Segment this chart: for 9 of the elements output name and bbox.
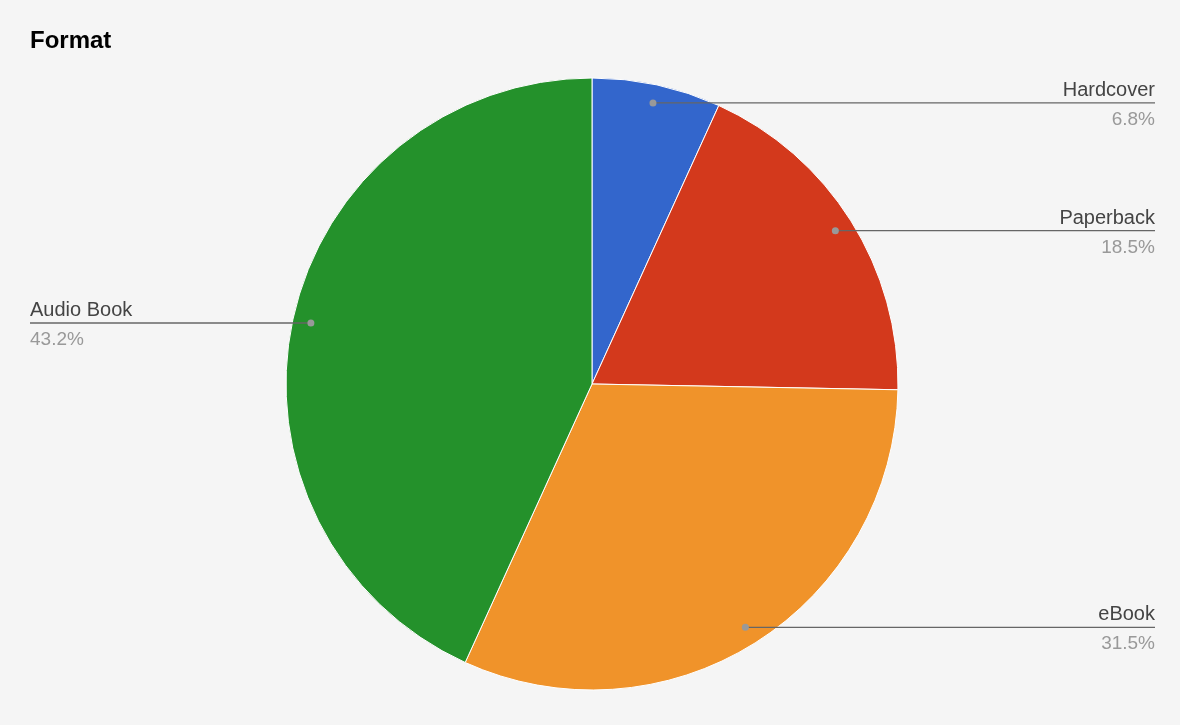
slice-label: Audio Book — [30, 298, 134, 321]
data-label: 18.5% — [1101, 235, 1156, 257]
chart-title: Format — [30, 26, 112, 53]
slice-label: Hardcover — [1062, 77, 1156, 100]
slice-label: eBook — [1098, 602, 1156, 625]
data-label: 43.2% — [30, 328, 84, 350]
slice-label: Paperback — [1059, 205, 1156, 228]
data-label: 6.8% — [1111, 107, 1156, 129]
data-label: 31.5% — [1101, 632, 1156, 654]
